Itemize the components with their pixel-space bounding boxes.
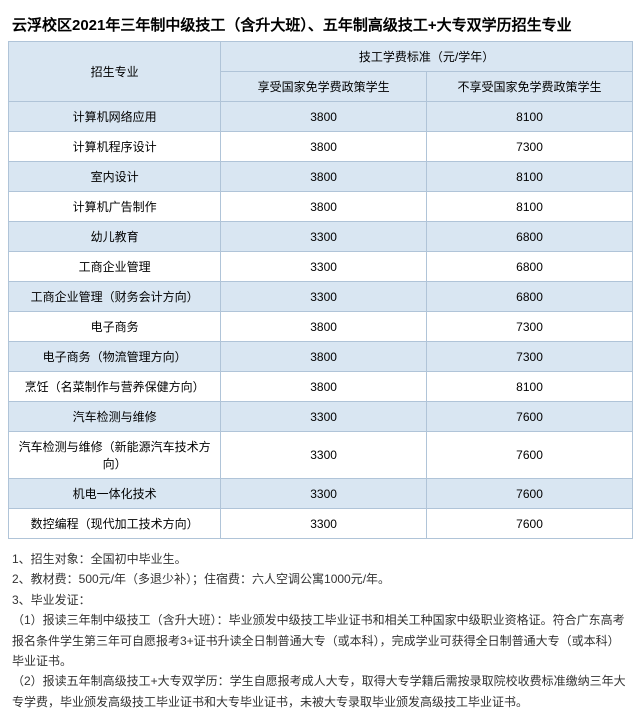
note-line: 1、招生对象：全国初中毕业生。 (12, 549, 629, 569)
cell-fee-free: 3300 (221, 509, 427, 539)
table-row: 计算机网络应用38008100 (9, 102, 633, 132)
cell-fee-paid: 8100 (427, 102, 633, 132)
cell-fee-free: 3800 (221, 342, 427, 372)
cell-fee-free: 3300 (221, 479, 427, 509)
cell-fee-paid: 7300 (427, 132, 633, 162)
table-row: 汽车检测与维修（新能源汽车技术方向）33007600 (9, 432, 633, 479)
cell-fee-paid: 6800 (427, 252, 633, 282)
cell-fee-paid: 7600 (427, 479, 633, 509)
cell-fee-free: 3800 (221, 162, 427, 192)
cell-major: 幼儿教育 (9, 222, 221, 252)
table-row: 计算机广告制作38008100 (9, 192, 633, 222)
cell-major: 电子商务（物流管理方向） (9, 342, 221, 372)
cell-major: 计算机程序设计 (9, 132, 221, 162)
cell-major: 计算机广告制作 (9, 192, 221, 222)
cell-major: 汽车检测与维修 (9, 402, 221, 432)
cell-fee-paid: 7600 (427, 432, 633, 479)
cell-fee-free: 3300 (221, 222, 427, 252)
cell-fee-paid: 8100 (427, 372, 633, 402)
cell-major: 工商企业管理（财务会计方向） (9, 282, 221, 312)
cell-major: 计算机网络应用 (9, 102, 221, 132)
cell-fee-paid: 8100 (427, 192, 633, 222)
table-row: 数控编程（现代加工技术方向）33007600 (9, 509, 633, 539)
table-row: 汽车检测与维修33007600 (9, 402, 633, 432)
cell-fee-paid: 7300 (427, 342, 633, 372)
table-row: 电子商务（物流管理方向）38007300 (9, 342, 633, 372)
note-line: （2）报读五年制高级技工+大专双学历：学生自愿报考成人大专，取得大专学籍后需按录… (12, 671, 629, 712)
cell-fee-paid: 6800 (427, 222, 633, 252)
table-row: 计算机程序设计38007300 (9, 132, 633, 162)
cell-fee-free: 3800 (221, 372, 427, 402)
cell-fee-paid: 7300 (427, 312, 633, 342)
tuition-table: 招生专业 技工学费标准（元/学年） 享受国家免学费政策学生 不享受国家免学费政策… (8, 41, 633, 539)
cell-fee-free: 3800 (221, 102, 427, 132)
table-row: 工商企业管理33006800 (9, 252, 633, 282)
cell-major: 机电一体化技术 (9, 479, 221, 509)
table-row: 幼儿教育33006800 (9, 222, 633, 252)
cell-fee-free: 3300 (221, 432, 427, 479)
header-fee-free: 享受国家免学费政策学生 (221, 72, 427, 102)
table-row: 电子商务38007300 (9, 312, 633, 342)
cell-major: 汽车检测与维修（新能源汽车技术方向） (9, 432, 221, 479)
notes-section: 1、招生对象：全国初中毕业生。2、教材费：500元/年（多退少补）；住宿费：六人… (8, 539, 633, 716)
cell-major: 电子商务 (9, 312, 221, 342)
cell-major: 工商企业管理 (9, 252, 221, 282)
cell-fee-paid: 8100 (427, 162, 633, 192)
cell-fee-free: 3800 (221, 192, 427, 222)
cell-fee-paid: 7600 (427, 402, 633, 432)
page-title: 云浮校区2021年三年制中级技工（含升大班）、五年制高级技工+大专双学历招生专业 (8, 8, 633, 41)
note-line: （1）报读三年制中级技工（含升大班）：毕业颁发中级技工毕业证书和相关工种国家中级… (12, 610, 629, 671)
cell-major: 烹饪（名菜制作与营养保健方向） (9, 372, 221, 402)
cell-fee-free: 3800 (221, 132, 427, 162)
cell-fee-paid: 7600 (427, 509, 633, 539)
cell-fee-free: 3300 (221, 282, 427, 312)
table-row: 机电一体化技术33007600 (9, 479, 633, 509)
cell-fee-free: 3300 (221, 402, 427, 432)
table-row: 烹饪（名菜制作与营养保健方向）38008100 (9, 372, 633, 402)
header-fee-group: 技工学费标准（元/学年） (221, 42, 633, 72)
cell-major: 数控编程（现代加工技术方向） (9, 509, 221, 539)
note-line: 3、毕业发证： (12, 590, 629, 610)
cell-fee-free: 3800 (221, 312, 427, 342)
table-row: 工商企业管理（财务会计方向）33006800 (9, 282, 633, 312)
header-major: 招生专业 (9, 42, 221, 102)
cell-fee-paid: 6800 (427, 282, 633, 312)
cell-fee-free: 3300 (221, 252, 427, 282)
cell-major: 室内设计 (9, 162, 221, 192)
table-row: 室内设计38008100 (9, 162, 633, 192)
header-fee-paid: 不享受国家免学费政策学生 (427, 72, 633, 102)
note-line: 2、教材费：500元/年（多退少补）；住宿费：六人空调公寓1000元/年。 (12, 569, 629, 589)
